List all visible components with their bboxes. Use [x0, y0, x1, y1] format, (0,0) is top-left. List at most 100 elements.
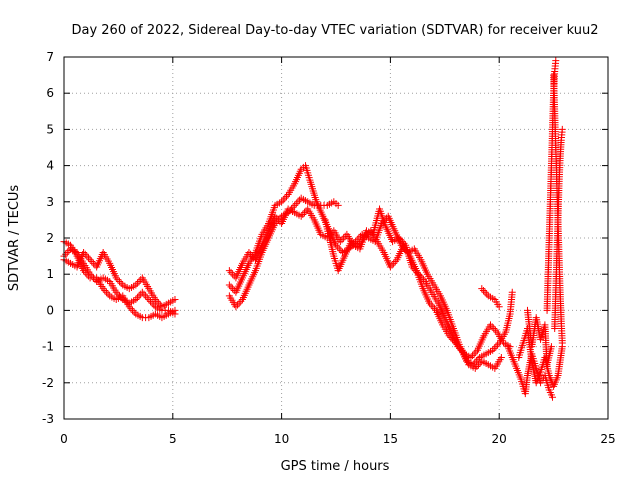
data-point [142, 292, 150, 300]
data-point [450, 337, 458, 345]
data-point [430, 305, 438, 313]
data-point [278, 198, 286, 206]
x-tick-label: 25 [600, 432, 615, 446]
y-tick-label: 1 [46, 267, 54, 281]
data-point [478, 285, 486, 293]
data-point [232, 303, 240, 311]
data-point [549, 393, 557, 401]
data-point [148, 299, 156, 307]
data-point [292, 200, 300, 208]
data-point [362, 232, 370, 240]
data-point [89, 259, 97, 267]
y-tick-label: 4 [46, 159, 54, 173]
data-point [397, 236, 405, 244]
data-point [334, 201, 342, 209]
data-point [360, 234, 368, 242]
data-point [225, 267, 233, 275]
data-point [279, 196, 287, 204]
data-point [86, 256, 94, 264]
data-point [364, 230, 372, 238]
data-point [132, 281, 140, 289]
data-point [101, 286, 109, 294]
data-point [88, 258, 96, 266]
data-point [171, 296, 179, 304]
data-point [115, 277, 123, 285]
data-point [83, 252, 91, 260]
data-point [133, 279, 141, 287]
data-point [281, 194, 289, 202]
y-tick-label: -2 [42, 376, 54, 390]
y-tick-label: 6 [46, 86, 54, 100]
data-point [84, 272, 92, 280]
data-point [156, 301, 164, 309]
y-tick-label: -1 [42, 340, 54, 354]
data-point [359, 236, 367, 244]
data-point [388, 261, 396, 269]
data-point [237, 297, 245, 305]
data-point [558, 339, 566, 347]
data-point [474, 355, 482, 363]
x-tick-label: 10 [274, 432, 289, 446]
y-axis-label: SDTVAR / TECUs [7, 185, 22, 292]
axis-ticks: 0 5 10 15 20 25 -3 -2 -1 0 1 2 3 4 5 6 7 [42, 50, 616, 446]
data-point [445, 332, 453, 340]
data-point [475, 361, 483, 369]
data-point [470, 350, 478, 358]
data-point [337, 247, 345, 255]
data-point [336, 238, 344, 246]
data-point [229, 285, 237, 293]
chart-title: Day 260 of 2022, Sidereal Day-to-day VTE… [71, 23, 598, 38]
data-point [62, 250, 70, 258]
data-point [426, 299, 434, 307]
data-point [489, 346, 497, 354]
data-point [135, 292, 143, 300]
data-point [335, 245, 343, 253]
data-point [490, 344, 498, 352]
data-point [296, 196, 304, 204]
data-point [274, 216, 282, 224]
data-point [492, 343, 500, 351]
data-point [130, 308, 138, 316]
data-point [145, 296, 153, 304]
data-point [547, 343, 555, 351]
data-point [99, 285, 107, 293]
data-point [447, 334, 455, 342]
data-point [486, 321, 494, 329]
data-point [479, 286, 487, 294]
y-tick-label: 3 [46, 195, 54, 209]
data-point [127, 305, 135, 313]
data-point [234, 301, 242, 309]
data-point [452, 339, 460, 347]
data-point [135, 277, 143, 285]
data-point [354, 241, 362, 249]
data-point [225, 281, 233, 289]
data-point [340, 234, 348, 242]
data-point [150, 301, 158, 309]
data-point [125, 303, 133, 311]
data-point [112, 288, 120, 296]
data-point [491, 326, 499, 334]
data-point [146, 297, 154, 305]
data-point [357, 238, 365, 246]
data-point [273, 214, 281, 222]
data-point [467, 353, 475, 361]
data-point [338, 236, 346, 244]
x-tick-label: 20 [492, 432, 507, 446]
x-tick-label: 0 [60, 432, 68, 446]
y-tick-label: 7 [46, 50, 54, 64]
y-tick-label: 2 [46, 231, 54, 245]
data-point [429, 303, 437, 311]
data-point [488, 323, 496, 331]
data-point [453, 341, 461, 349]
data-point [81, 268, 89, 276]
data-point [132, 296, 140, 304]
data-point [355, 239, 363, 247]
data-point [469, 352, 477, 360]
data-point [117, 279, 125, 287]
data-point [481, 288, 489, 296]
data-point [558, 125, 566, 133]
data-point [129, 306, 137, 314]
data-point [291, 201, 299, 209]
